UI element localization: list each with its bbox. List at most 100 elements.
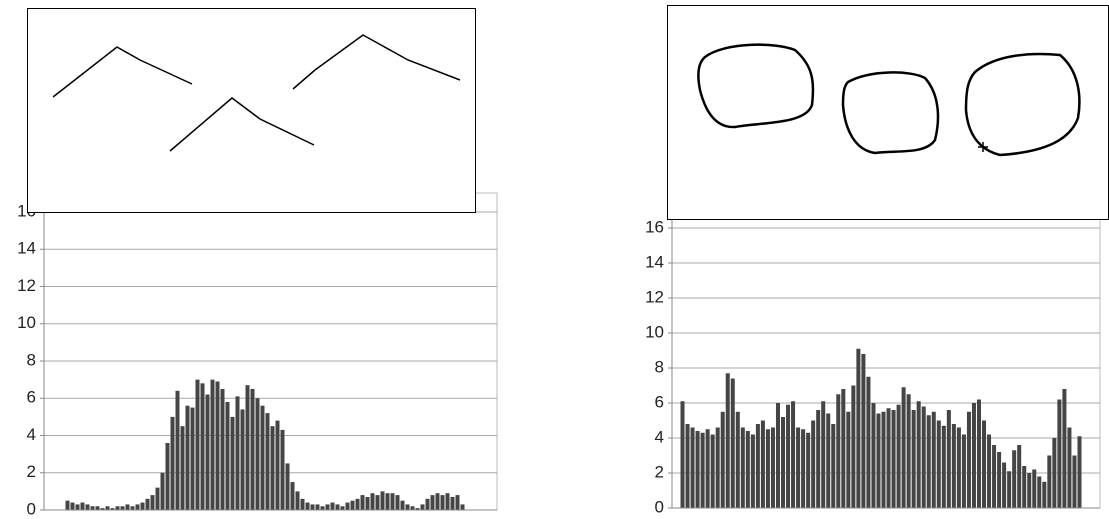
- bar: [816, 410, 820, 508]
- bar: [286, 463, 290, 510]
- bar: [751, 435, 755, 509]
- bar: [251, 389, 255, 510]
- bar: [156, 488, 160, 510]
- bar: [216, 381, 220, 510]
- bar: [331, 503, 335, 510]
- bar: [171, 417, 175, 510]
- y-tick-label: 6: [655, 392, 664, 411]
- y-tick-label: 2: [655, 462, 664, 481]
- bar: [826, 414, 830, 509]
- bar: [386, 493, 390, 510]
- y-tick-label: 16: [645, 217, 664, 236]
- bar: [942, 426, 946, 508]
- bar: [801, 429, 805, 508]
- bar: [1077, 436, 1081, 508]
- bar: [1057, 400, 1061, 509]
- y-tick-label: 4: [27, 425, 36, 444]
- bar: [221, 389, 225, 510]
- y-tick-label: 14: [645, 252, 664, 271]
- bar: [451, 497, 455, 510]
- bar: [446, 493, 450, 510]
- bar: [71, 503, 75, 510]
- bar: [992, 445, 996, 508]
- bar: [191, 408, 195, 510]
- y-tick-label: 14: [17, 239, 36, 258]
- bar: [391, 493, 395, 510]
- bar: [236, 396, 240, 510]
- bar: [186, 406, 190, 510]
- bar: [796, 428, 800, 509]
- bar: [821, 401, 825, 508]
- bar: [786, 405, 790, 508]
- bar: [882, 412, 886, 508]
- y-tick-label: 10: [645, 322, 664, 341]
- bar: [811, 421, 815, 509]
- y-tick-label: 10: [17, 313, 36, 332]
- bar: [736, 412, 740, 508]
- bar: [276, 421, 280, 510]
- bar: [846, 412, 850, 508]
- bar: [206, 395, 210, 510]
- bar: [1037, 477, 1041, 509]
- bar: [902, 387, 906, 508]
- figure: 02468101214160246810121416: [0, 0, 1109, 519]
- bar: [436, 493, 440, 510]
- bar: [1072, 456, 1076, 509]
- bar: [86, 504, 90, 510]
- bar: [957, 428, 961, 509]
- bar: [126, 504, 130, 510]
- y-tick-label: 6: [27, 388, 36, 407]
- bar: [81, 503, 85, 510]
- bar: [151, 495, 155, 510]
- bar: [361, 495, 365, 510]
- bar: [121, 506, 125, 510]
- bar: [731, 379, 735, 509]
- bar: [346, 503, 350, 510]
- bar: [376, 495, 380, 510]
- bar: [96, 506, 100, 510]
- bar: [952, 424, 956, 508]
- y-tick-label: 8: [655, 357, 664, 376]
- bar: [922, 407, 926, 509]
- bar: [271, 426, 275, 510]
- bar: [256, 398, 260, 510]
- bar: [76, 504, 80, 510]
- sketch-panel-right: [668, 6, 1109, 220]
- y-tick-label: 0: [27, 499, 36, 518]
- bar: [1002, 463, 1006, 509]
- bar: [66, 501, 70, 510]
- bar: [1067, 428, 1071, 509]
- bar: [366, 497, 370, 510]
- bar: [1017, 445, 1021, 508]
- bar: [166, 443, 170, 510]
- bar: [897, 405, 901, 508]
- bar: [306, 503, 310, 510]
- bar: [1022, 466, 1026, 508]
- bar: [726, 373, 730, 508]
- sketch-box: [668, 6, 1109, 220]
- bar: [246, 385, 250, 510]
- bar: [281, 430, 285, 510]
- bar: [336, 504, 340, 510]
- bar: [776, 403, 780, 508]
- bar: [866, 377, 870, 508]
- bar: [982, 421, 986, 509]
- bar: [876, 414, 880, 509]
- bar: [326, 504, 330, 510]
- bar: [771, 428, 775, 509]
- bar: [1032, 470, 1036, 509]
- bar: [806, 433, 810, 508]
- bar: [871, 403, 875, 508]
- bar: [907, 394, 911, 508]
- bar: [296, 491, 300, 510]
- bar: [116, 506, 120, 510]
- bar: [987, 435, 991, 509]
- bar: [887, 408, 891, 508]
- bar: [696, 431, 700, 508]
- bar: [356, 499, 360, 510]
- bar: [421, 504, 425, 510]
- bar: [746, 431, 750, 508]
- y-tick-label: 2: [27, 462, 36, 481]
